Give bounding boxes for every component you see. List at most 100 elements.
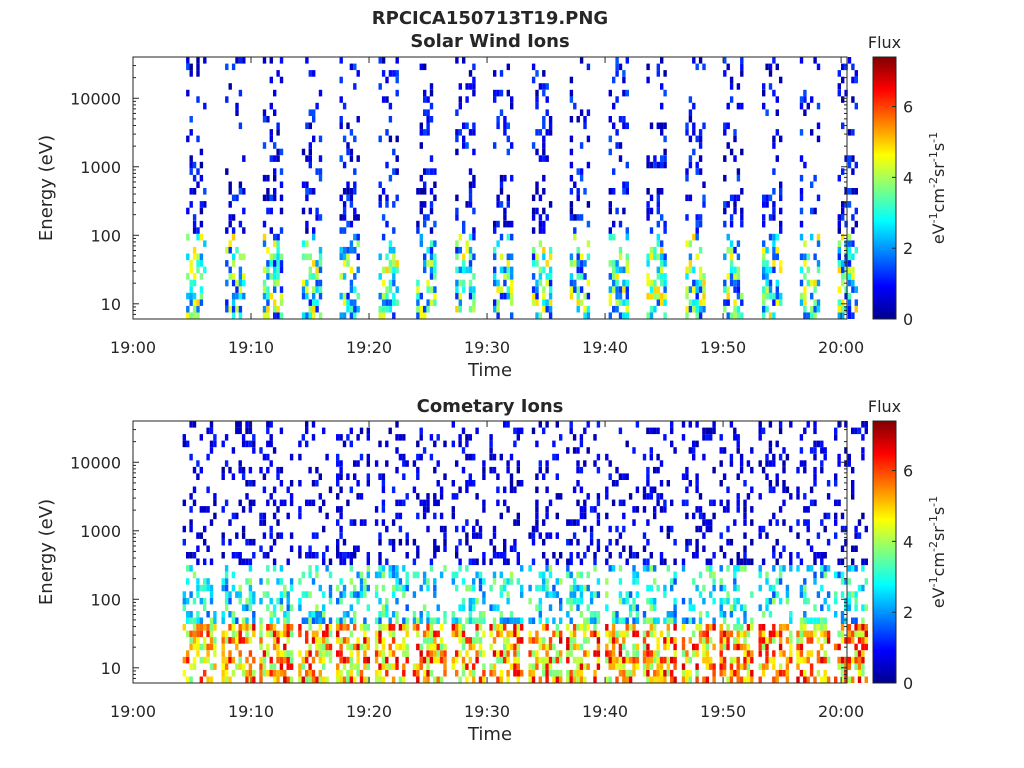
heatmap-cell — [605, 630, 609, 638]
heatmap-cell — [820, 584, 824, 592]
heatmap-cell — [611, 611, 616, 618]
heatmap-cell — [419, 617, 423, 624]
heatmap-cell — [248, 663, 253, 670]
heatmap-cell — [493, 253, 497, 261]
heatmap-cell — [816, 440, 821, 448]
heatmap-cell — [356, 669, 360, 677]
heatmap-cell — [213, 624, 217, 631]
heatmap-cell — [673, 637, 677, 644]
heatmap-cell — [451, 630, 455, 638]
heatmap-cell — [192, 499, 197, 507]
heatmap-cell — [653, 578, 657, 585]
heatmap-cell — [722, 473, 727, 480]
heatmap-cell — [746, 669, 751, 677]
heatmap-cell — [772, 650, 776, 657]
heatmap-cell — [392, 227, 396, 234]
heatmap-cell — [844, 201, 848, 208]
heatmap-cell — [847, 57, 852, 64]
heatmap-cell — [349, 650, 353, 657]
heatmap-cell — [857, 669, 862, 677]
heatmap-cell — [656, 669, 660, 677]
heatmap-cell — [709, 624, 713, 631]
heatmap-cell — [803, 299, 807, 306]
heatmap-cell — [618, 656, 623, 664]
heatmap-cell — [681, 434, 686, 441]
heatmap-cell — [688, 286, 693, 293]
heatmap-cell — [353, 299, 357, 306]
heatmap-cell — [266, 669, 270, 677]
heatmap-cell — [245, 421, 249, 428]
heatmap-cell — [656, 466, 660, 474]
heatmap-cell — [688, 194, 693, 202]
heatmap-cell — [796, 466, 800, 474]
heatmap-cell — [816, 637, 821, 644]
heatmap-cell — [468, 617, 472, 624]
heatmap-cell — [736, 630, 740, 638]
heatmap-cell — [489, 584, 493, 592]
heatmap-cell — [559, 669, 563, 677]
heatmap-cell — [478, 584, 483, 592]
heatmap-cell — [322, 676, 326, 683]
heatmap-cell — [276, 519, 280, 526]
heatmap-cell — [569, 161, 574, 169]
heatmap-cell — [516, 669, 520, 677]
heatmap-cell — [279, 312, 284, 319]
heatmap-cell — [186, 253, 190, 261]
heatmap-cell — [315, 102, 319, 110]
heatmap-cell — [837, 220, 841, 228]
heatmap-cell — [618, 253, 623, 261]
heatmap-cell — [266, 299, 270, 306]
heatmap-cell — [235, 194, 239, 202]
heatmap-cell — [531, 650, 536, 657]
heatmap-cell — [462, 122, 466, 130]
heatmap-cell — [622, 663, 626, 670]
heatmap-cell — [649, 292, 654, 300]
heatmap-cell — [395, 70, 399, 77]
heatmap-cell — [826, 565, 831, 572]
heatmap-cell — [318, 624, 322, 631]
heatmap-cell — [688, 447, 692, 454]
heatmap-cell — [705, 630, 709, 638]
heatmap-cell — [221, 617, 225, 624]
heatmap-cell — [455, 148, 459, 156]
heatmap-cell — [245, 480, 249, 487]
heatmap-cell — [381, 473, 386, 480]
heatmap-cell — [186, 305, 190, 313]
heatmap-cell — [182, 440, 186, 448]
heatmap-cell — [499, 669, 503, 677]
heatmap-cell — [353, 643, 357, 651]
heatmap-cell — [542, 637, 546, 644]
heatmap-cell — [273, 312, 277, 319]
heatmap-cell — [579, 142, 584, 149]
heatmap-cell — [841, 168, 845, 175]
heatmap-cell — [196, 584, 200, 592]
heatmap-cell — [238, 122, 243, 130]
heatmap-cell — [799, 299, 804, 306]
heatmap-cell — [315, 617, 319, 624]
heatmap-cell — [761, 466, 766, 474]
heatmap-cell — [395, 266, 399, 274]
heatmap-cell — [854, 427, 858, 435]
heatmap-cell — [503, 220, 507, 228]
heatmap-cell — [374, 669, 379, 677]
heatmap-cell — [820, 630, 824, 638]
heatmap-cell — [392, 279, 396, 287]
heatmap-cell — [573, 260, 577, 267]
heatmap-cell — [374, 637, 379, 644]
heatmap-cell — [528, 669, 532, 677]
heatmap-cell — [186, 552, 190, 559]
heatmap-cell — [248, 421, 253, 428]
heatmap-cell — [308, 545, 312, 552]
heatmap-cell — [472, 174, 476, 182]
heatmap-cell — [583, 584, 587, 592]
heatmap-cell — [709, 637, 713, 644]
heatmap-cell — [670, 669, 674, 677]
heatmap-cell — [823, 571, 827, 579]
heatmap-cell — [392, 273, 396, 280]
heatmap-cell — [545, 650, 549, 657]
heatmap-cell — [458, 637, 462, 644]
heatmap-cell — [673, 650, 677, 657]
heatmap-cell — [589, 630, 594, 638]
heatmap-cell — [443, 643, 447, 651]
heatmap-cell — [666, 663, 670, 670]
